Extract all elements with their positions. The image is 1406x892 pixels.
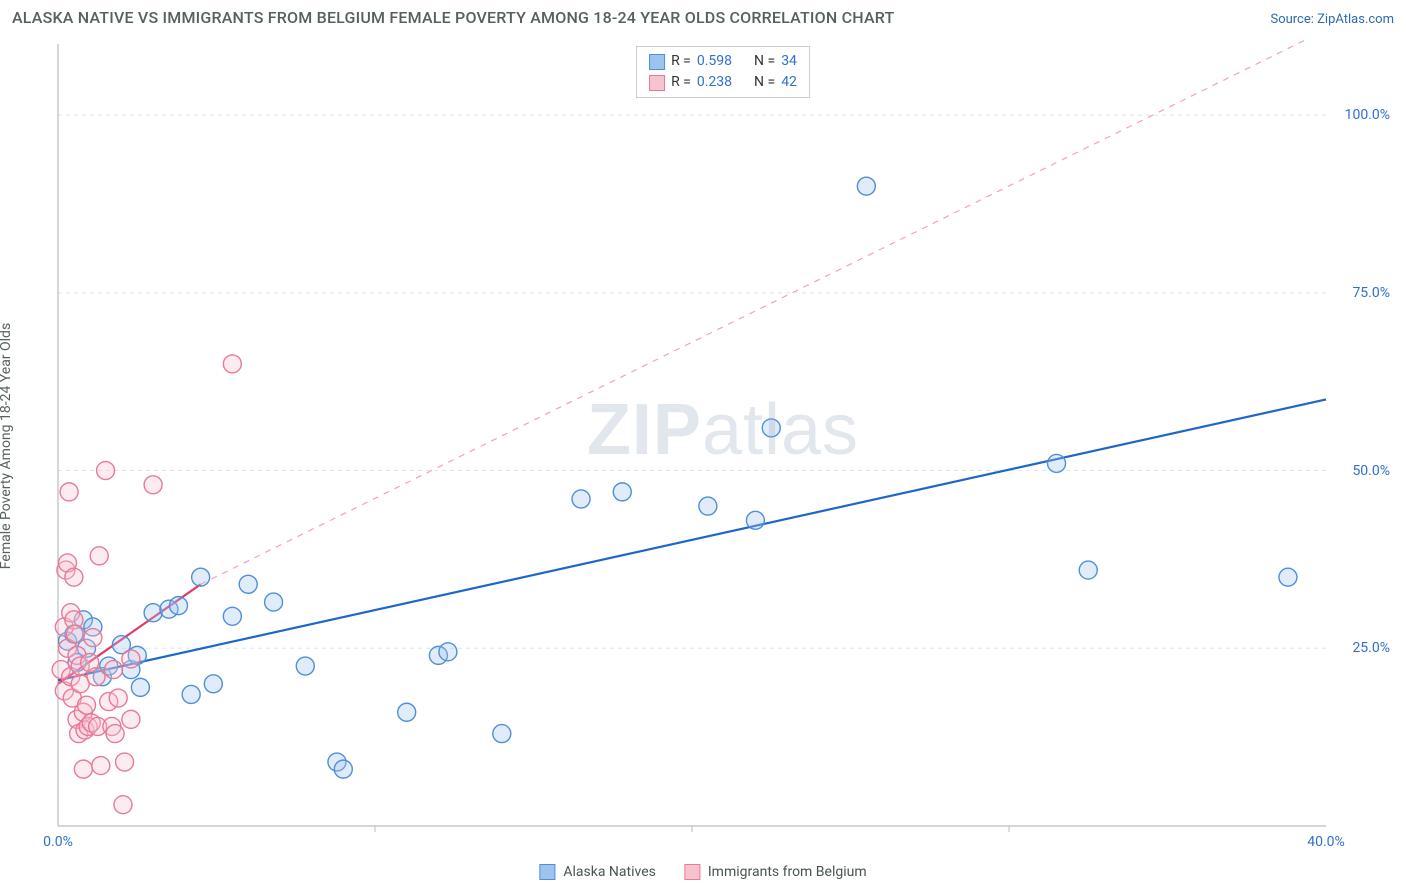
chart-area: ZIPatlas R =0.598N =34R =0.238N =42 xyxy=(50,40,1396,852)
legend-swatch xyxy=(649,54,665,70)
legend-swatch xyxy=(539,864,555,880)
scatter-plot xyxy=(50,40,1396,852)
axis-tick-label: 25.0% xyxy=(1352,640,1390,656)
stat-n-label: N = xyxy=(754,72,775,93)
legend-item: Alaska Natives xyxy=(539,864,656,880)
series-legend: Alaska Natives Immigrants from Belgium xyxy=(539,864,866,880)
stat-n-value: 34 xyxy=(781,51,797,72)
stat-r-value: 0.238 xyxy=(697,72,732,93)
legend-item: Immigrants from Belgium xyxy=(684,864,867,880)
stat-r-label: R = xyxy=(671,51,691,72)
stat-n-value: 42 xyxy=(781,72,797,93)
axis-tick-label: 50.0% xyxy=(1352,463,1390,479)
y-axis-label: Female Poverty Among 18-24 Year Olds xyxy=(0,323,14,569)
stats-legend-box: R = 0.598 N = 34 R = 0.238 N = 42 xyxy=(636,46,810,98)
stats-row: R = 0.598 N = 34 xyxy=(649,51,797,72)
legend-swatch xyxy=(649,75,665,91)
axis-tick-label: 0.0% xyxy=(43,834,73,850)
axis-tick-label: 100.0% xyxy=(1345,107,1390,123)
axis-tick-label: 75.0% xyxy=(1352,285,1390,301)
stat-r-value: 0.598 xyxy=(697,51,732,72)
chart-title: ALASKA NATIVE VS IMMIGRANTS FROM BELGIUM… xyxy=(12,8,894,27)
legend-label: Alaska Natives xyxy=(563,864,656,880)
stat-r-label: R = xyxy=(671,72,691,93)
stat-n-label: N = xyxy=(754,51,775,72)
source-label: Source: ZipAtlas.com xyxy=(1270,12,1394,27)
axis-tick-label: 40.0% xyxy=(1307,834,1345,850)
legend-swatch xyxy=(684,864,700,880)
stats-row: R = 0.238 N = 42 xyxy=(649,72,797,93)
legend-label: Immigrants from Belgium xyxy=(708,864,867,880)
